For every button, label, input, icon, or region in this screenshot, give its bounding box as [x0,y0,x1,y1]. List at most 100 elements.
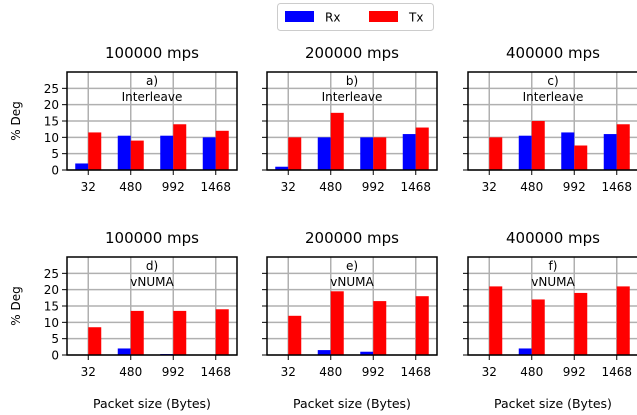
x-tick-label-c32: 32 [81,365,96,379]
panel-subtitle: vNUMA [531,275,575,289]
bar-rx-c992 [561,132,575,170]
bar-tx-c32 [489,286,503,355]
bar-tx-c992 [373,137,387,170]
bar-rx-c992 [360,351,374,355]
bar-tx-c992 [373,301,387,355]
x-tick-label-c32: 32 [482,180,497,194]
x-tick-label-c32: 32 [81,180,96,194]
x-axis-label: Packet size (Bytes) [93,396,211,411]
bar-tx-c1468 [616,124,630,170]
bar-rx-c32 [275,166,289,170]
panel-title: 400000 mps [506,229,600,247]
y-tick-label: 25 [44,82,59,96]
bar-tx-c32 [288,137,302,170]
panel-title: 200000 mps [305,229,399,247]
bar-tx-c992 [173,124,187,170]
bar-rx-c480 [117,348,131,355]
bar-tx-c480 [531,121,545,170]
x-tick-label-c992: 992 [362,365,385,379]
bar-rx-c1468 [202,137,216,170]
x-tick-label-c1468: 1468 [400,180,431,194]
x-tick-label-c32: 32 [281,365,296,379]
panel-subtitle: vNUMA [130,275,174,289]
bar-tx-c992 [574,292,588,355]
x-axis-label: Packet size (Bytes) [494,396,612,411]
panel-annotation: b) [346,74,358,88]
panel-annotation: e) [346,259,358,273]
x-tick-label-c1468: 1468 [200,180,231,194]
chart-panel-a: 0 5 10 15 20 25 32 480 992 1468 100000 mps a) Interl… [9,44,238,194]
x-tick-label-c32: 32 [482,365,497,379]
x-tick-label-c1468: 1468 [601,180,632,194]
bar-rx-c480 [518,348,532,355]
panel-annotation: c) [547,74,558,88]
bar-tx-c480 [130,140,144,170]
y-axis-label: % Deg [9,101,23,140]
bar-tx-c480 [330,112,344,170]
y-axis-label: % Deg [9,286,23,325]
x-tick-label-c480: 480 [520,365,543,379]
bar-rx-c32 [75,163,89,170]
x-tick-label-c480: 480 [119,365,142,379]
bar-rx-c480 [317,350,331,355]
legend: Rx Tx [277,3,434,31]
chart-panel-c: 32 480 992 1468 400000 mps c) Interleave [463,44,637,194]
x-tick-label-c992: 992 [563,365,586,379]
bar-tx-c1468 [616,286,630,355]
bar-tx-c1468 [215,130,229,170]
panel-subtitle: Interleave [523,90,584,104]
bar-rx-c480 [518,135,532,170]
x-tick-label-c992: 992 [162,180,185,194]
x-axis-label: Packet size (Bytes) [293,396,411,411]
bar-rx-c992 [360,137,374,170]
y-tick-label: 15 [44,115,59,129]
legend-label-tx: Tx [408,11,423,25]
panel-title: 100000 mps [105,229,199,247]
panel-subtitle: Interleave [122,90,183,104]
bar-rx-c480 [117,135,131,170]
bar-rx-c1468 [402,134,416,170]
legend-swatch-tx [369,11,398,22]
x-tick-label-c480: 480 [520,180,543,194]
bar-rx-c992 [160,135,174,170]
bar-tx-c992 [574,145,588,170]
x-tick-label-c1468: 1468 [200,365,231,379]
x-tick-label-c480: 480 [319,365,342,379]
y-tick-label: 20 [44,98,59,112]
panel-subtitle: Interleave [322,90,383,104]
bar-rx-c480 [317,137,331,170]
y-tick-label: 5 [51,147,59,161]
x-tick-label-c32: 32 [281,180,296,194]
chart-panel-f: 32 480 992 1468 400000 mps f) vNUMA Packet size… [463,229,637,411]
x-tick-label-c992: 992 [162,365,185,379]
bar-tx-c32 [489,137,503,170]
chart-panel-e: 32 480 992 1468 200000 mps e) vNUMA Packet size… [262,229,438,411]
y-tick-label: 25 [44,267,59,281]
bar-tx-c1468 [215,309,229,355]
bar-rx-c1468 [603,134,617,170]
chart-panels: 0 5 10 15 20 25 32 480 992 1468 100000 mps a) Interl… [9,44,637,411]
panel-title: 100000 mps [105,44,199,62]
bar-tx-c1468 [415,127,429,170]
chart-panel-d: 0 5 10 15 20 25 32 480 992 1468 100000 mps d) vNUMA%… [9,229,238,411]
x-tick-label-c992: 992 [362,180,385,194]
chart-panel-b: 32 480 992 1468 200000 mps b) Interleave [262,44,438,194]
panel-annotation: a) [146,74,158,88]
bar-tx-c480 [330,291,344,355]
panel-subtitle: vNUMA [330,275,374,289]
bar-tx-c32 [88,327,102,355]
x-tick-label-c992: 992 [563,180,586,194]
panel-annotation: d) [146,259,158,273]
legend-frame [277,3,434,31]
x-tick-label-c1468: 1468 [400,365,431,379]
panel-title: 400000 mps [506,44,600,62]
panel-title: 200000 mps [305,44,399,62]
y-tick-label: 0 [51,164,59,178]
panel-annotation: f) [549,259,558,273]
x-tick-label-c1468: 1468 [601,365,632,379]
y-tick-label: 10 [44,131,59,145]
bar-tx-c1468 [415,296,429,355]
y-tick-label: 5 [51,332,59,346]
x-tick-label-c480: 480 [319,180,342,194]
